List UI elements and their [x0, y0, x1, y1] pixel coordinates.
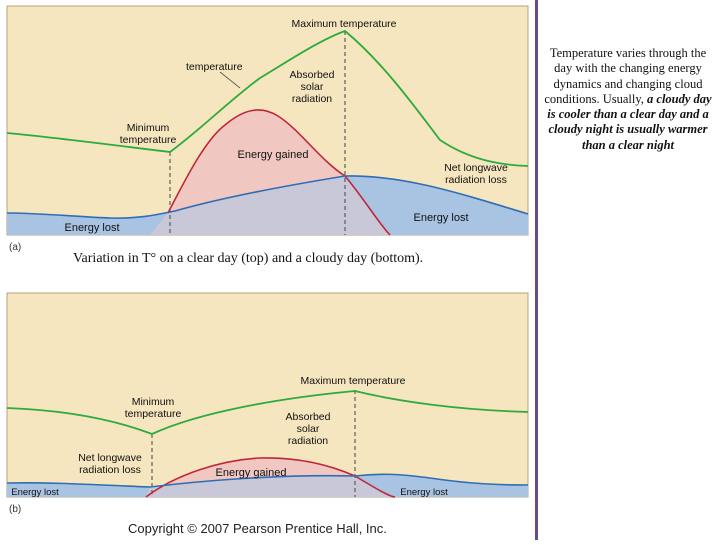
panel-b-energy-gained-label: Energy gained: [216, 467, 287, 479]
panel-a-absorbed-label-3: radiation: [292, 93, 332, 105]
side-note: Temperature varies through the day with …: [540, 46, 716, 153]
figure-border: [535, 0, 538, 540]
panel-b-min-temp-label-1: Minimum: [132, 396, 175, 408]
panel-a-net-longwave-label-1: Net longwave: [444, 162, 508, 174]
panel-b-absorbed-label-1: Absorbed: [286, 411, 331, 423]
panel-b-max-temp-label: Maximum temperature: [300, 375, 405, 387]
panel-a-solar-line: [167, 109, 391, 236]
panel-a-temperature-label: temperature: [186, 61, 243, 73]
panel-a-longwave-line: [6, 175, 529, 219]
side-note-text: Temperature varies through the day with …: [544, 46, 707, 106]
figure-frame: Maximum temperature temperature Absorbed…: [6, 5, 529, 536]
panel-a-max-temp-label: Maximum temperature: [291, 18, 396, 30]
panel-a-temperature-line: [6, 29, 529, 167]
panel-b-net-longwave-label-1: Net longwave: [78, 452, 142, 464]
figure-caption: Variation in T° on a clear day (top) and…: [73, 251, 424, 266]
panel-a-overlap-area: [150, 176, 390, 235]
panel-a: Maximum temperature temperature Absorbed…: [6, 5, 529, 253]
panel-a-net-longwave-label-2: radiation loss: [445, 174, 507, 186]
panel-b-solar-line: [145, 457, 396, 498]
panel-a-temperature-pointer: [219, 71, 241, 89]
panel-b-min-temp-label-2: temperature: [125, 408, 182, 420]
panel-b-letter: (b): [9, 504, 21, 515]
panel-b-net-longwave-label-2: radiation loss: [79, 464, 141, 476]
panel-b: Maximum temperature Minimum temperature …: [6, 292, 529, 515]
panel-b-energy-lost-left-label: Energy lost: [11, 487, 59, 498]
diagram-svg: Maximum temperature temperature Absorbed…: [6, 5, 529, 515]
panel-a-energy-lost-left-label: Energy lost: [64, 222, 119, 234]
panel-a-absorbed-label-1: Absorbed: [290, 69, 335, 81]
copyright-notice: Copyright © 2007 Pearson Prentice Hall, …: [128, 521, 387, 536]
panel-a-min-temp-label-1: Minimum: [127, 122, 170, 134]
panel-b-energy-lost-right-label: Energy lost: [400, 487, 448, 498]
panel-a-energy-gained-label: Energy gained: [238, 149, 309, 161]
panel-b-absorbed-label-2: solar: [297, 423, 320, 435]
panel-a-letter: (a): [9, 242, 21, 253]
panel-a-energy-lost-right-label: Energy lost: [413, 212, 468, 224]
panel-a-min-temp-label-2: temperature: [120, 134, 177, 146]
panel-b-absorbed-label-3: radiation: [288, 435, 328, 447]
panel-b-longwave-line: [6, 473, 529, 488]
panel-b-overlap-area: [146, 475, 395, 497]
panel-b-temperature-line: [6, 390, 529, 435]
panel-a-absorbed-label-2: solar: [301, 81, 324, 93]
side-note-emphasis: a cloudy day is cooler than a clear day …: [547, 91, 712, 152]
